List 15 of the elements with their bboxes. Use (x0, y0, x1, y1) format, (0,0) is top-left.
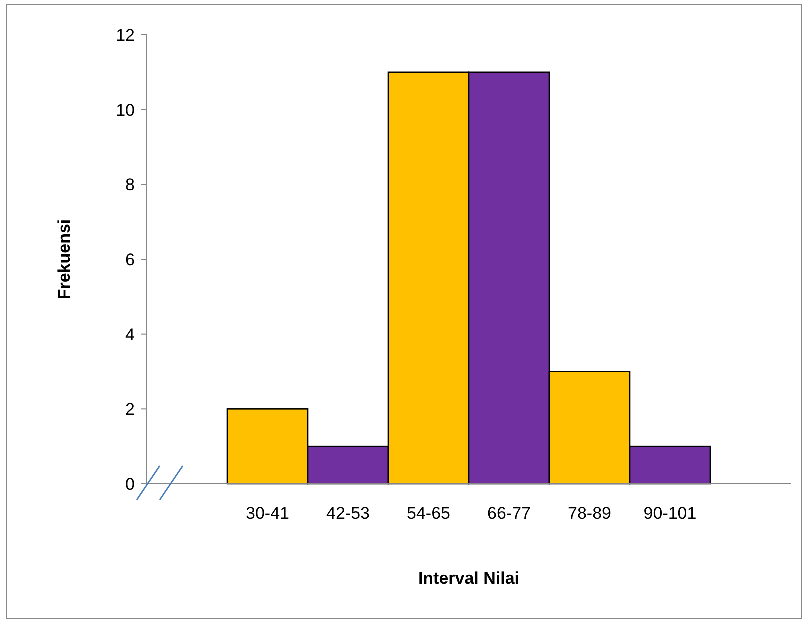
x-tick-label: 66-77 (488, 504, 531, 523)
x-tick-label: 42-53 (326, 504, 370, 523)
x-tick-label: 30-41 (246, 504, 290, 523)
y-tick-label: 2 (126, 400, 135, 420)
y-tick-label: 6 (126, 250, 135, 270)
y-axis-title: Frekuensi (55, 219, 74, 300)
y-tick-label: 10 (116, 100, 135, 120)
x-axis-title: Interval Nilai (418, 569, 520, 588)
x-tick-label: 54-65 (407, 504, 450, 523)
y-tick-label: 4 (126, 325, 135, 344)
y-tick-label: 12 (116, 26, 135, 45)
y-tick-label: 8 (126, 176, 135, 195)
y-tick-label: 0 (126, 474, 135, 494)
x-tick-label: 90-101 (644, 504, 697, 523)
x-tick-label: 78-89 (568, 504, 612, 523)
